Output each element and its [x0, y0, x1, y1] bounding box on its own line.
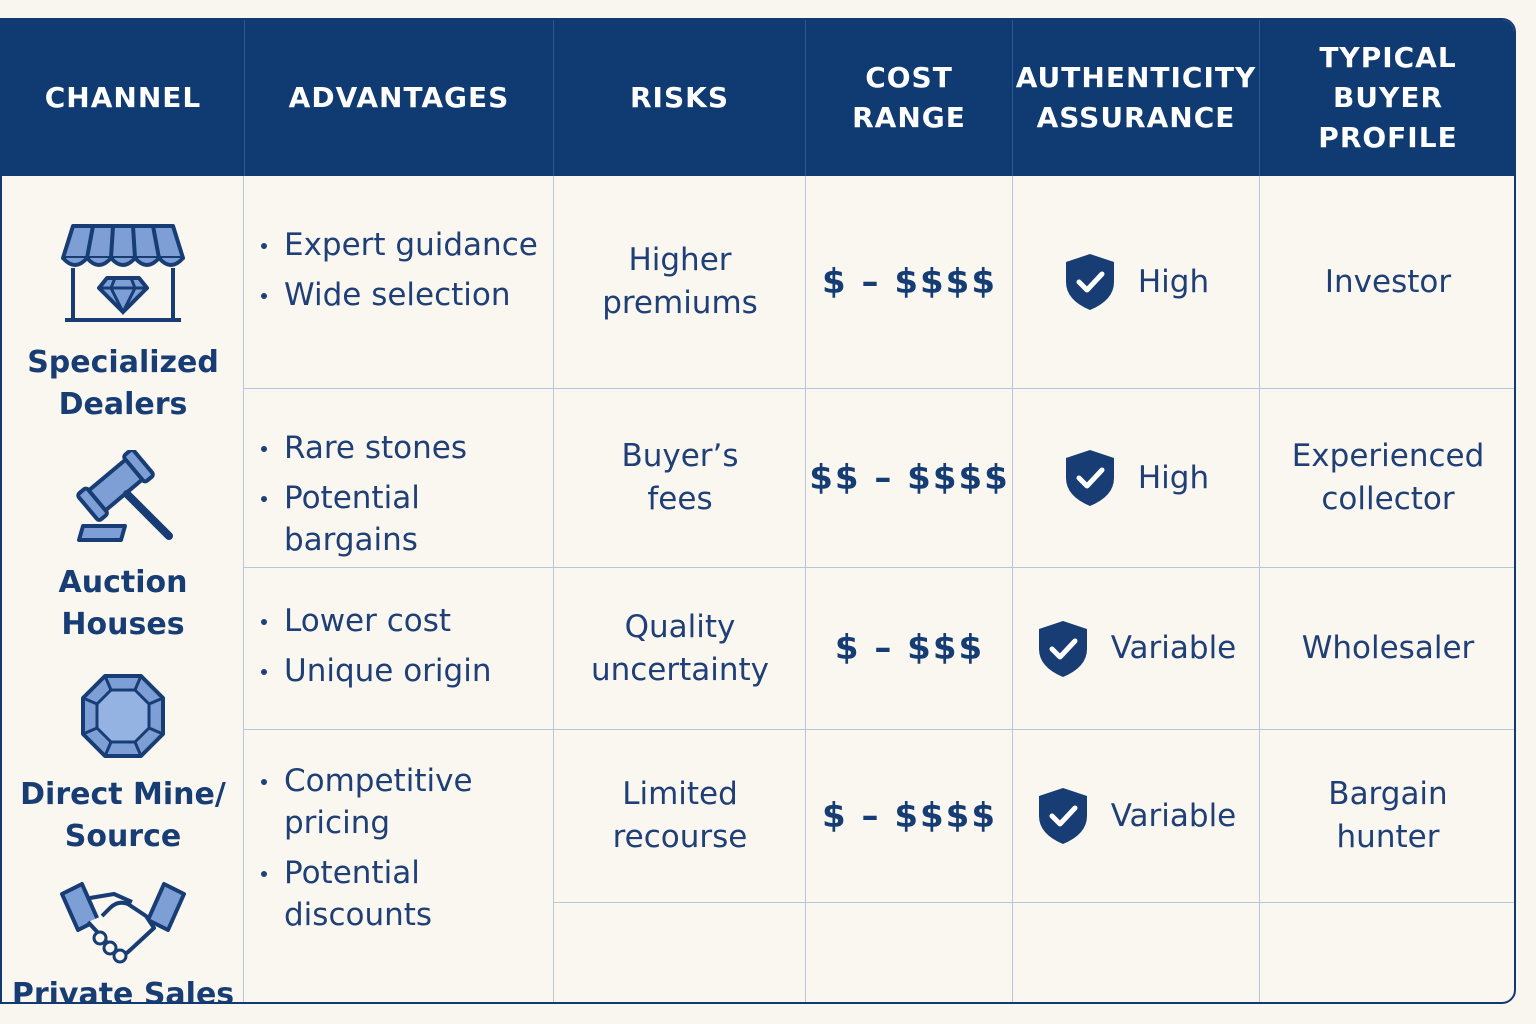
- cost-cell: $ – $$$$: [822, 795, 997, 836]
- list-item: Potential bargains: [258, 477, 554, 561]
- buyer-cell: Investor: [1324, 263, 1452, 300]
- gemstone-icon: [81, 674, 165, 758]
- channel-name: Private Sales: [11, 977, 235, 1004]
- authenticity-cell: Variable: [1013, 568, 1260, 729]
- storefront-diamond-icon: [61, 224, 185, 322]
- channel-direct-mine: Direct Mine/ Source: [2, 672, 244, 858]
- channel-specialized-dealers: Specialized Dealers: [2, 216, 244, 426]
- channel-name: Direct Mine/ Source: [20, 777, 226, 854]
- authenticity-cell: Variable: [1013, 730, 1260, 902]
- channel-name: Specialized Dealers: [27, 345, 219, 422]
- risks-cell: Quality uncertainty: [590, 608, 770, 688]
- cost-cell: $$ – $$$$: [809, 457, 1010, 498]
- list-item: Potential discounts: [258, 852, 554, 936]
- list-item: Wide selection: [258, 274, 554, 316]
- advantages-list: Expert guidance Wide selection: [258, 224, 554, 324]
- risks-cell: Higher premiums: [602, 242, 758, 321]
- handshake-icon: [60, 882, 186, 964]
- list-item: Expert guidance: [258, 224, 554, 266]
- advantages-list: Rare stones Potential bargains: [258, 427, 554, 569]
- list-item: Lower cost: [258, 600, 554, 642]
- advantages-list: Lower cost Unique origin: [258, 600, 554, 700]
- authenticity-label: High: [1137, 459, 1210, 496]
- divider: [243, 176, 244, 1002]
- shield-check-icon: [1038, 620, 1087, 677]
- list-item: Competitive pricing: [258, 760, 554, 844]
- channel-name: Auction Houses: [58, 565, 188, 642]
- header-buyer-profile: TYPICAL BUYER PROFILE: [1318, 41, 1458, 154]
- authenticity-label: Variable: [1110, 797, 1237, 834]
- header-risks: RISKS: [554, 20, 806, 176]
- buyer-cell: Experienced collector: [1291, 438, 1485, 517]
- header-authenticity: AUTHENTICITY ASSURANCE: [1013, 20, 1260, 176]
- divider: [1012, 176, 1013, 1002]
- channel-private-sales: Private Sales: [2, 880, 244, 1004]
- risks-cell: Buyer’s fees: [621, 438, 739, 517]
- divider: [554, 902, 1514, 903]
- shield-check-icon: [1065, 254, 1114, 310]
- header-channel: CHANNEL: [2, 20, 245, 176]
- authenticity-label: Variable: [1110, 630, 1237, 666]
- cost-cell: $ – $$$$: [822, 261, 997, 302]
- list-item: Unique origin: [258, 650, 554, 692]
- buyer-cell: Bargain hunter: [1328, 776, 1448, 855]
- shield-check-icon: [1065, 450, 1114, 506]
- divider: [553, 176, 554, 1002]
- divider: [805, 176, 806, 1002]
- cost-cell: $ – $$$: [834, 628, 985, 668]
- buyer-cell: Wholesaler: [1301, 630, 1475, 666]
- comparison-table: CHANNEL ADVANTAGES RISKS COST RANGE AUTH…: [0, 18, 1516, 1004]
- divider: [244, 729, 1514, 730]
- channel-auction-houses: Auction Houses: [2, 450, 244, 646]
- divider: [244, 388, 1514, 389]
- shield-check-icon: [1038, 788, 1087, 844]
- risks-cell: Limited recourse: [612, 776, 748, 855]
- table-header: CHANNEL ADVANTAGES RISKS COST RANGE AUTH…: [2, 20, 1514, 176]
- advantages-list: Competitive pricing Potential discounts: [258, 760, 554, 944]
- divider: [244, 567, 1514, 568]
- authenticity-cell: High: [1013, 176, 1260, 388]
- gavel-icon: [76, 450, 173, 542]
- authenticity-cell: High: [1013, 389, 1260, 567]
- header-cost-range: COST RANGE: [806, 20, 1013, 176]
- header-advantages: ADVANTAGES: [245, 20, 554, 176]
- authenticity-label: High: [1137, 263, 1210, 300]
- divider: [1259, 176, 1260, 1002]
- list-item: Rare stones: [258, 427, 554, 469]
